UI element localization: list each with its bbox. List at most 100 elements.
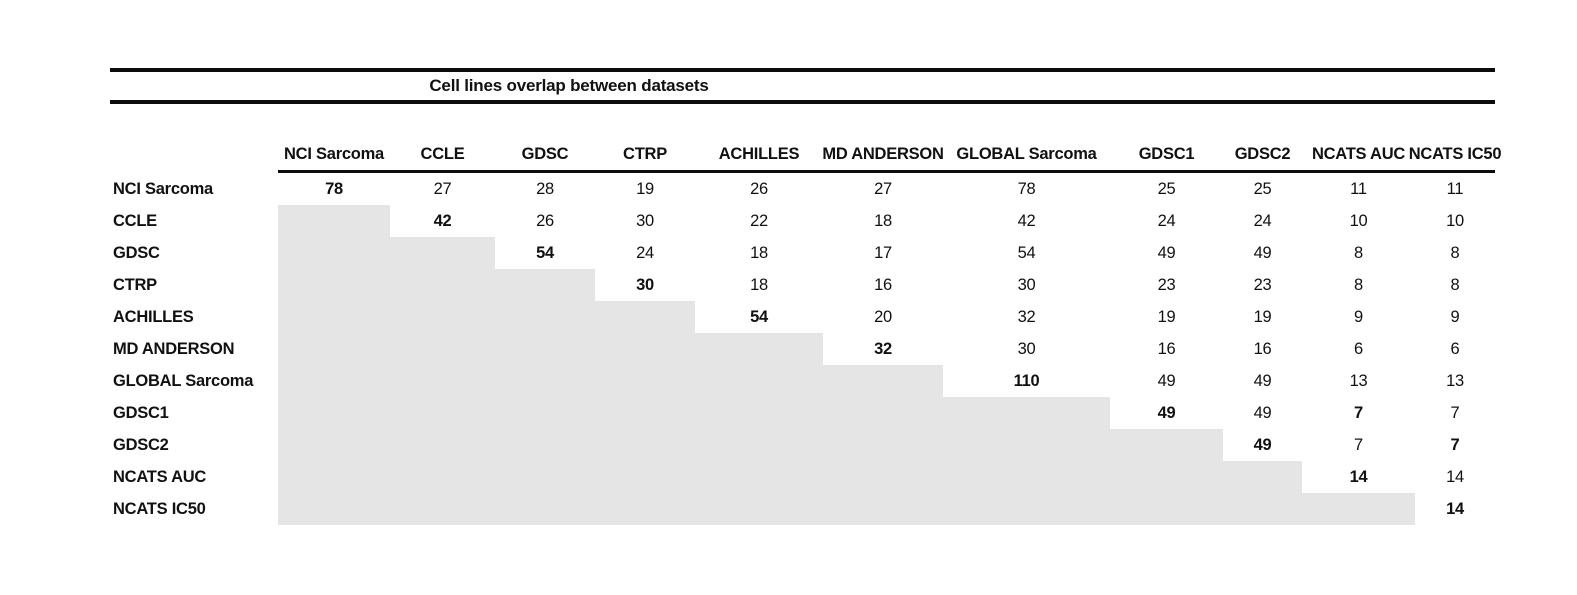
- matrix-cell: 78: [325, 179, 343, 198]
- shaded-cell: [695, 493, 823, 525]
- shaded-cell: [278, 269, 390, 301]
- matrix-cell: 6: [1354, 339, 1363, 358]
- matrix-cell: 28: [536, 179, 554, 198]
- corner-cell: [110, 137, 278, 173]
- matrix-cell: 42: [433, 211, 452, 230]
- row-header: GLOBAL Sarcoma: [113, 371, 254, 390]
- shaded-cell: [495, 301, 595, 333]
- matrix-cell: 49: [1157, 371, 1176, 390]
- shaded-cell: [495, 493, 595, 525]
- row-header: GDSC: [113, 243, 160, 262]
- shaded-cell: [390, 333, 495, 365]
- matrix-cell: 19: [1253, 307, 1272, 326]
- shaded-cell: [278, 365, 390, 397]
- row-header: GDSC2: [113, 435, 169, 454]
- column-header: MD ANDERSON: [822, 137, 944, 173]
- matrix-cell: 27: [433, 179, 452, 198]
- matrix-cell: 17: [874, 243, 892, 262]
- shaded-cell: [495, 269, 595, 301]
- matrix-cell: 54: [536, 243, 554, 262]
- matrix-cell: 18: [874, 211, 892, 230]
- matrix-cell: 9: [1450, 307, 1460, 326]
- matrix-cell: 20: [874, 307, 892, 326]
- matrix-cell: 13: [1446, 371, 1464, 390]
- shaded-cell: [595, 397, 695, 429]
- matrix-cell: 24: [1253, 211, 1272, 230]
- matrix-cell: 18: [750, 243, 768, 262]
- shaded-cell: [278, 429, 390, 461]
- shaded-cell: [390, 397, 495, 429]
- matrix-cell: 24: [1157, 211, 1176, 230]
- matrix-cell: 7: [1354, 403, 1363, 422]
- shaded-cell: [823, 461, 943, 493]
- matrix-cell: 30: [1017, 339, 1036, 358]
- matrix-cell: 9: [1354, 307, 1363, 326]
- matrix-cell: 49: [1253, 243, 1272, 262]
- matrix-cell: 14: [1446, 467, 1464, 486]
- matrix-cell: 8: [1450, 275, 1460, 294]
- shaded-cell: [495, 333, 595, 365]
- shaded-cell: [595, 493, 695, 525]
- row-header: NCATS AUC: [113, 467, 207, 486]
- matrix-cell: 11: [1350, 179, 1367, 198]
- matrix-cell: 16: [1157, 339, 1176, 358]
- matrix-cell: 19: [636, 179, 654, 198]
- matrix-cell: 14: [1446, 499, 1464, 518]
- matrix-cell: 7: [1354, 435, 1363, 454]
- matrix-cell: 110: [1013, 371, 1040, 390]
- matrix-cell: 54: [1017, 243, 1036, 262]
- matrix-cell: 6: [1450, 339, 1460, 358]
- row-header: NCI Sarcoma: [113, 179, 213, 198]
- shaded-cell: [278, 461, 390, 493]
- shaded-cell: [1223, 493, 1302, 525]
- title-bar: Cell lines overlap between datasets: [110, 68, 1495, 104]
- shaded-cell: [1110, 493, 1223, 525]
- shaded-cell: [823, 397, 943, 429]
- matrix-cell: 26: [750, 179, 768, 198]
- shaded-cell: [390, 365, 495, 397]
- shaded-cell: [390, 237, 495, 269]
- shaded-cell: [390, 461, 495, 493]
- overlap-table: Cell lines overlap between datasets NCI …: [110, 68, 1502, 525]
- shaded-cell: [278, 301, 390, 333]
- matrix-cell: 26: [536, 211, 554, 230]
- shaded-cell: [278, 205, 390, 237]
- shaded-cell: [943, 397, 1110, 429]
- row-header: MD ANDERSON: [113, 339, 235, 358]
- matrix-cell: 7: [1450, 403, 1460, 422]
- matrix-cell: 10: [1349, 211, 1368, 230]
- shaded-cell: [823, 365, 943, 397]
- matrix-cell: 13: [1349, 371, 1368, 390]
- table-title: Cell lines overlap between datasets: [429, 76, 709, 95]
- shaded-cell: [1223, 461, 1302, 493]
- shaded-cell: [695, 397, 823, 429]
- shaded-cell: [943, 493, 1110, 525]
- matrix-cell: 25: [1253, 179, 1272, 198]
- row-header: ACHILLES: [113, 307, 194, 326]
- shaded-cell: [495, 461, 595, 493]
- row-header: GDSC1: [113, 403, 169, 422]
- matrix-cell: 30: [1017, 275, 1036, 294]
- matrix-cell: 25: [1157, 179, 1176, 198]
- shaded-cell: [390, 301, 495, 333]
- overlap-matrix-grid: NCI Sarcoma CCLE GDSC CTRP ACHILLES MD ANDERS…: [110, 137, 1502, 525]
- shaded-cell: [943, 429, 1110, 461]
- shaded-cell: [1110, 461, 1223, 493]
- matrix-cell: 18: [750, 275, 768, 294]
- matrix-cell: 10: [1446, 211, 1464, 230]
- column-header: NCATS IC50: [1409, 137, 1502, 173]
- shaded-cell: [695, 461, 823, 493]
- matrix-cell: 49: [1253, 371, 1272, 390]
- column-header: GLOBAL Sarcoma: [943, 137, 1110, 173]
- shaded-cell: [595, 365, 695, 397]
- column-header: ACHILLES: [695, 137, 823, 173]
- matrix-cell: 8: [1450, 243, 1460, 262]
- shaded-cell: [495, 429, 595, 461]
- matrix-cell: 32: [874, 339, 892, 358]
- shaded-cell: [495, 397, 595, 429]
- shaded-cell: [695, 333, 823, 365]
- shaded-cell: [278, 397, 390, 429]
- matrix-cell: 23: [1253, 275, 1272, 294]
- matrix-cell: 78: [1017, 179, 1036, 198]
